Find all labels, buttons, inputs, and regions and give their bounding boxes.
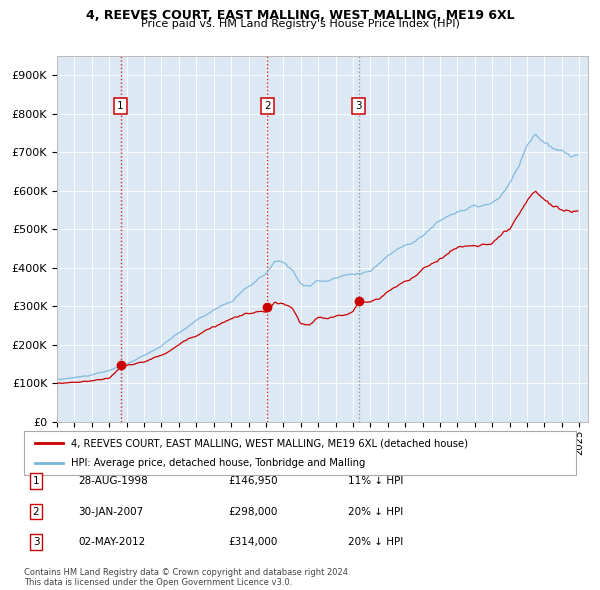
Text: £298,000: £298,000 [228,507,277,516]
Text: 20% ↓ HPI: 20% ↓ HPI [348,537,403,547]
Text: £314,000: £314,000 [228,537,277,547]
Text: 3: 3 [355,101,362,111]
Text: HPI: Average price, detached house, Tonbridge and Malling: HPI: Average price, detached house, Tonb… [71,458,365,467]
Text: 4, REEVES COURT, EAST MALLING, WEST MALLING, ME19 6XL (detached house): 4, REEVES COURT, EAST MALLING, WEST MALL… [71,438,468,448]
Text: 2: 2 [32,507,40,516]
Text: Contains HM Land Registry data © Crown copyright and database right 2024.
This d: Contains HM Land Registry data © Crown c… [24,568,350,587]
Text: £146,950: £146,950 [228,476,278,486]
Text: Price paid vs. HM Land Registry's House Price Index (HPI): Price paid vs. HM Land Registry's House … [140,19,460,29]
Text: 20% ↓ HPI: 20% ↓ HPI [348,507,403,516]
Text: 11% ↓ HPI: 11% ↓ HPI [348,476,403,486]
Text: 1: 1 [117,101,124,111]
Text: 30-JAN-2007: 30-JAN-2007 [78,507,143,516]
FancyBboxPatch shape [24,431,576,475]
Text: 02-MAY-2012: 02-MAY-2012 [78,537,145,547]
Text: 1: 1 [32,476,40,486]
Text: 3: 3 [32,537,40,547]
Text: 28-AUG-1998: 28-AUG-1998 [78,476,148,486]
Text: 2: 2 [264,101,271,111]
Text: 4, REEVES COURT, EAST MALLING, WEST MALLING, ME19 6XL: 4, REEVES COURT, EAST MALLING, WEST MALL… [86,9,514,22]
